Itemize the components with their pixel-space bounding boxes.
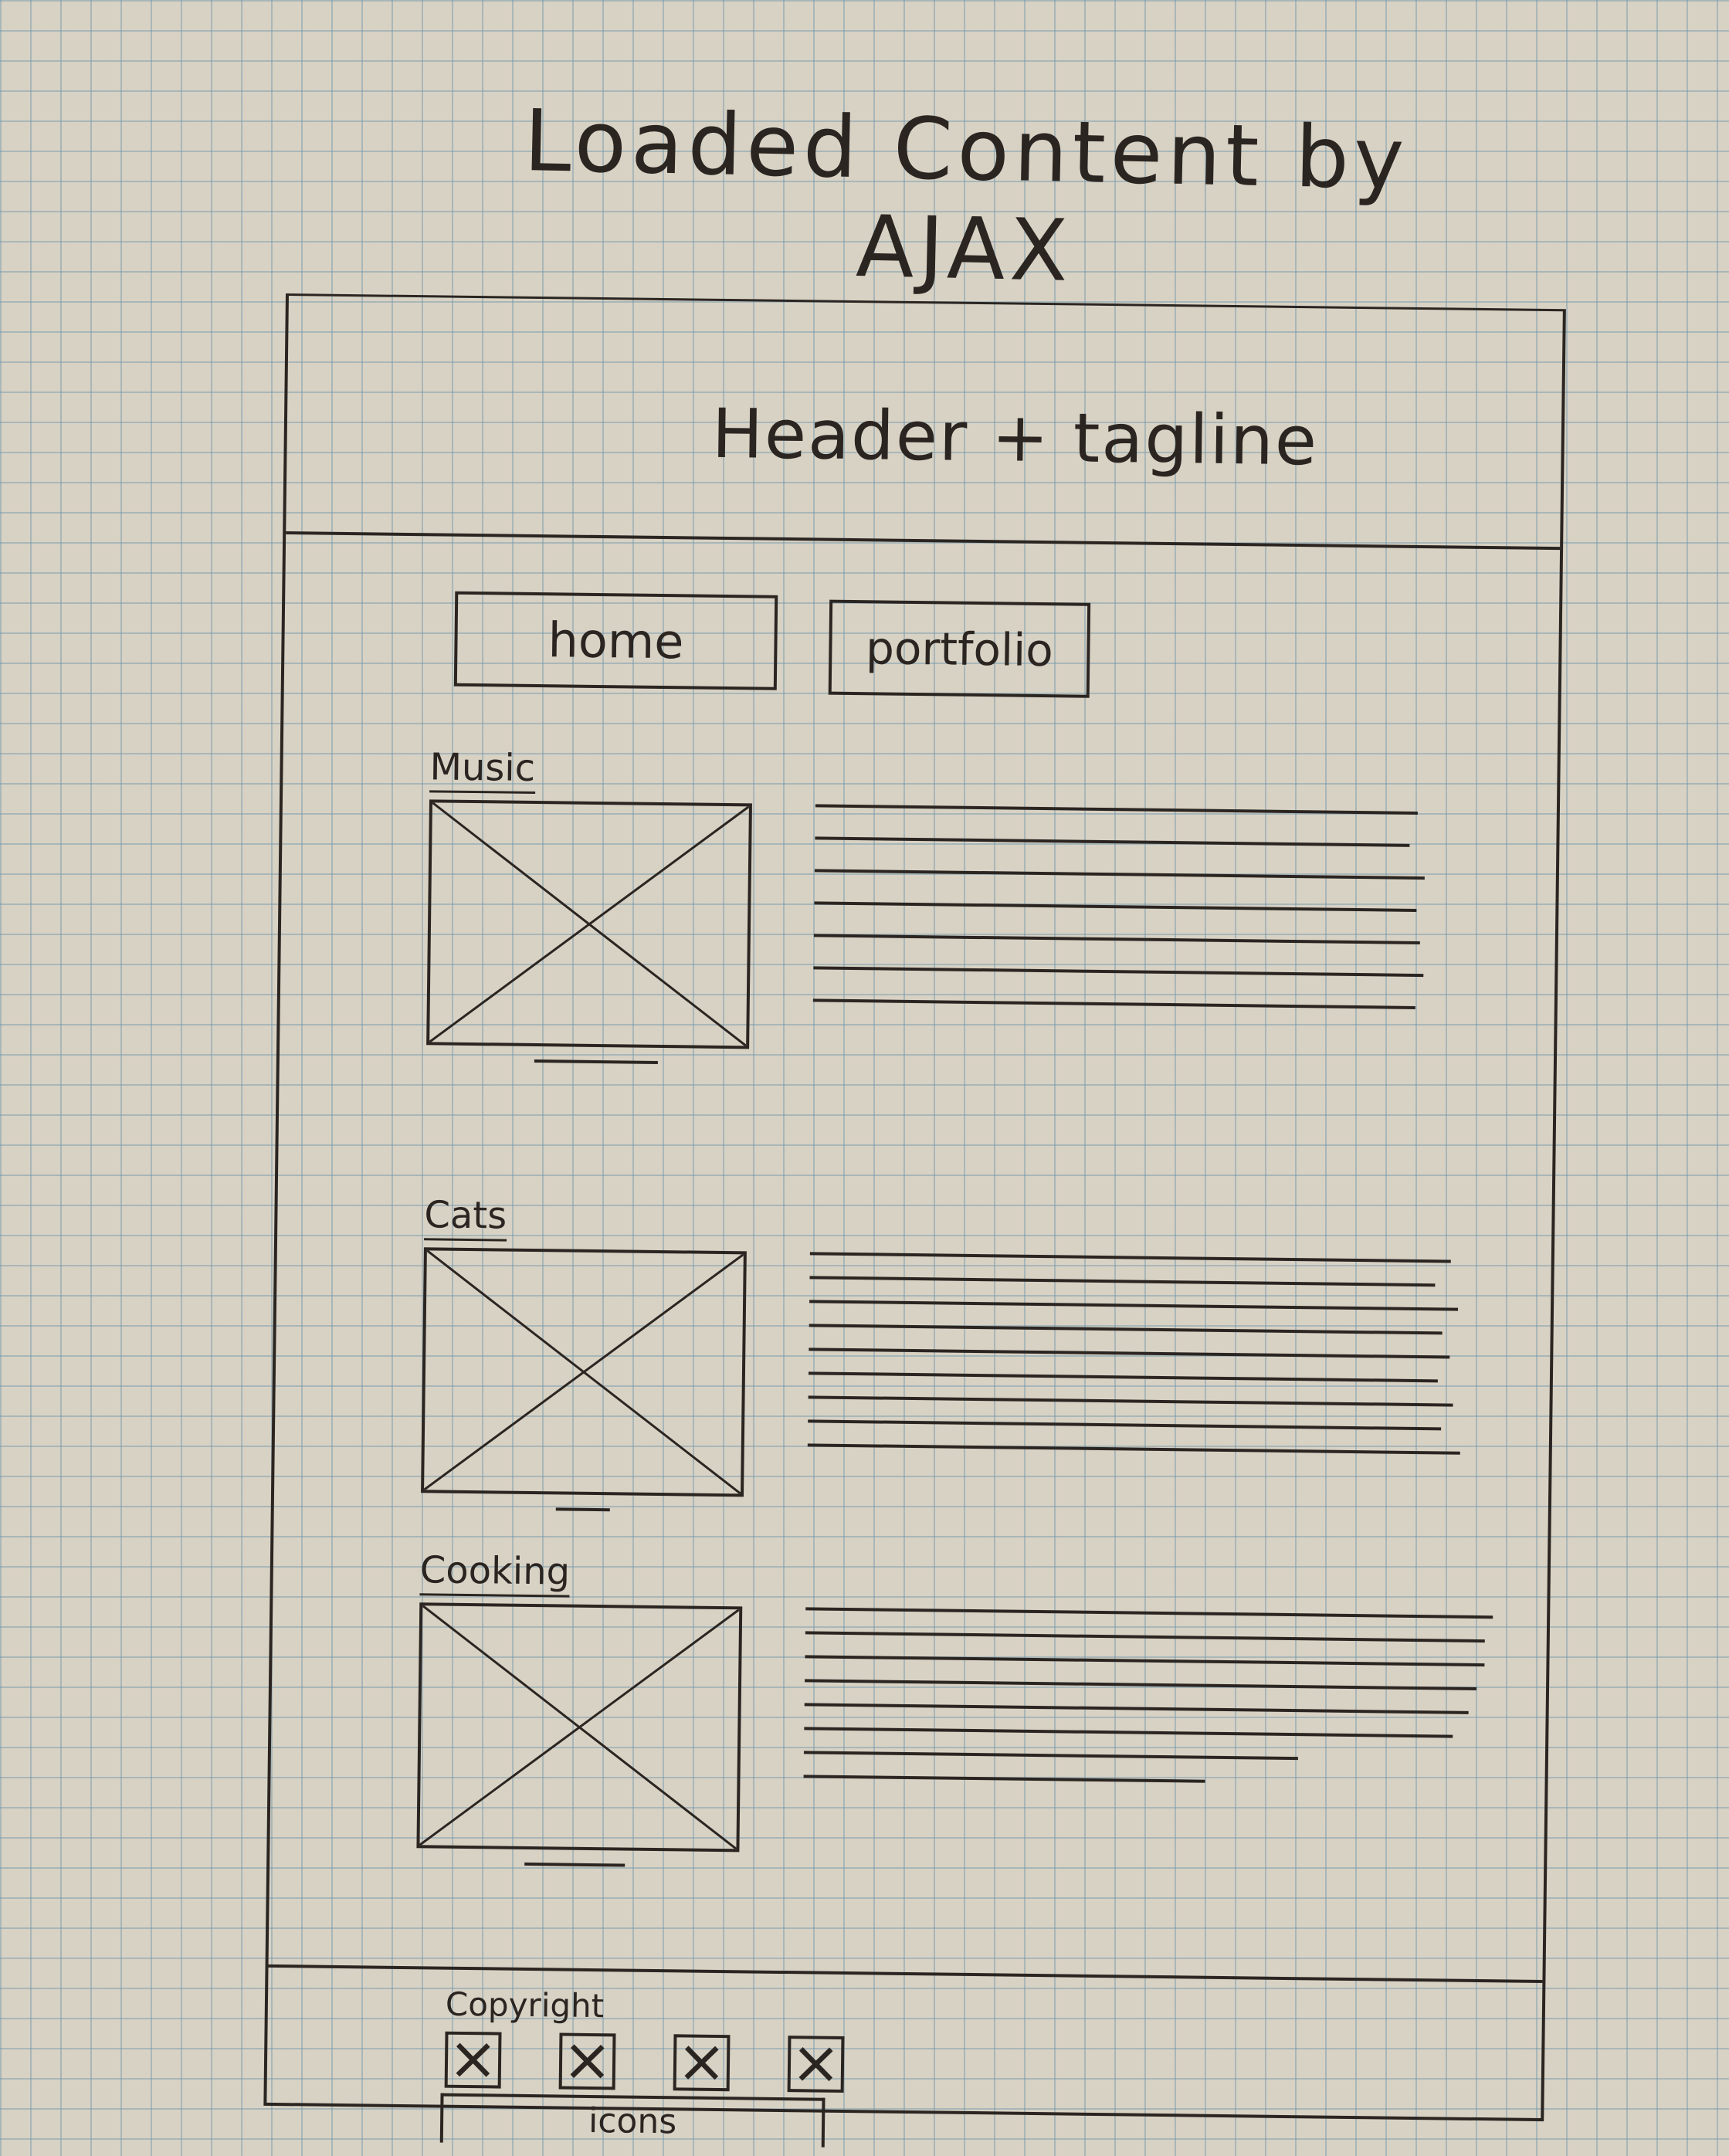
- text-line: [809, 1300, 1459, 1311]
- text-line: [815, 804, 1418, 815]
- section-title: Cats: [424, 1193, 507, 1242]
- content-section-cooking: Cooking: [416, 1548, 1493, 1909]
- text-line: [814, 901, 1417, 912]
- image-placeholder-icon: [424, 1250, 744, 1493]
- text-line: [804, 1703, 1469, 1714]
- nav-home-label: home: [548, 612, 684, 670]
- text-line: [803, 1751, 1298, 1761]
- image-placeholder: [416, 1602, 743, 1853]
- image-placeholder-icon: [429, 802, 749, 1046]
- text-line: [808, 1419, 1442, 1431]
- placeholder-x-icon: [570, 2044, 605, 2079]
- placeholder-x-icon: [456, 2042, 490, 2077]
- text-line: [805, 1631, 1485, 1643]
- text-line: [813, 966, 1424, 978]
- text-line: [803, 1775, 1205, 1783]
- social-icon-placeholder[interactable]: [444, 2031, 502, 2089]
- text-line: [807, 1443, 1460, 1455]
- content-section-cats: Cats: [420, 1193, 1490, 1554]
- social-icon-placeholder[interactable]: [673, 2034, 731, 2092]
- text-block: [807, 1252, 1460, 1475]
- social-icon-placeholder[interactable]: [787, 2036, 845, 2093]
- header-area: Header + tagline: [286, 296, 1563, 551]
- image-placeholder: [421, 1247, 747, 1497]
- text-line: [808, 1371, 1438, 1383]
- text-line: [804, 1727, 1453, 1738]
- footer-area: Copyright icons: [266, 1964, 1543, 2148]
- copyright-text: Copyright: [445, 1985, 605, 2025]
- text-line: [805, 1655, 1485, 1667]
- text-line: [809, 1324, 1443, 1335]
- text-line: [812, 998, 1415, 1009]
- text-line: [809, 1276, 1436, 1287]
- page-title: Loaded Content by AJAX: [523, 91, 1410, 300]
- nav-portfolio-label: portfolio: [865, 621, 1054, 676]
- section-title: Music: [429, 745, 536, 794]
- text-line: [805, 1607, 1493, 1619]
- image-caption: [524, 1862, 625, 1867]
- placeholder-x-icon: [798, 2047, 833, 2082]
- text-line: [809, 1252, 1451, 1263]
- text-line: [805, 1679, 1477, 1690]
- text-line: [808, 1395, 1453, 1407]
- content-section-music: Music: [425, 745, 1495, 1106]
- header-text: Header + tagline: [711, 393, 1319, 481]
- text-line: [815, 836, 1410, 847]
- image-caption: [534, 1059, 658, 1064]
- nav-portfolio-tab[interactable]: portfolio: [828, 599, 1091, 698]
- text-line: [813, 934, 1420, 945]
- image-placeholder-icon: [419, 1605, 739, 1849]
- social-icon-row: [444, 2031, 845, 2093]
- nav-home-tab[interactable]: home: [453, 591, 778, 690]
- social-icon-placeholder[interactable]: [558, 2032, 616, 2090]
- section-title: Cooking: [419, 1548, 571, 1598]
- icons-bracket-label: icons: [439, 2093, 826, 2148]
- text-block: [803, 1607, 1493, 1806]
- placeholder-x-icon: [684, 2046, 719, 2080]
- image-placeholder: [426, 799, 752, 1049]
- text-line: [809, 1348, 1450, 1359]
- image-caption: [555, 1507, 610, 1512]
- text-block: [812, 804, 1425, 1039]
- wireframe-page: Header + tagline home portfolio Music Ca…: [263, 293, 1566, 2148]
- text-line: [814, 869, 1425, 880]
